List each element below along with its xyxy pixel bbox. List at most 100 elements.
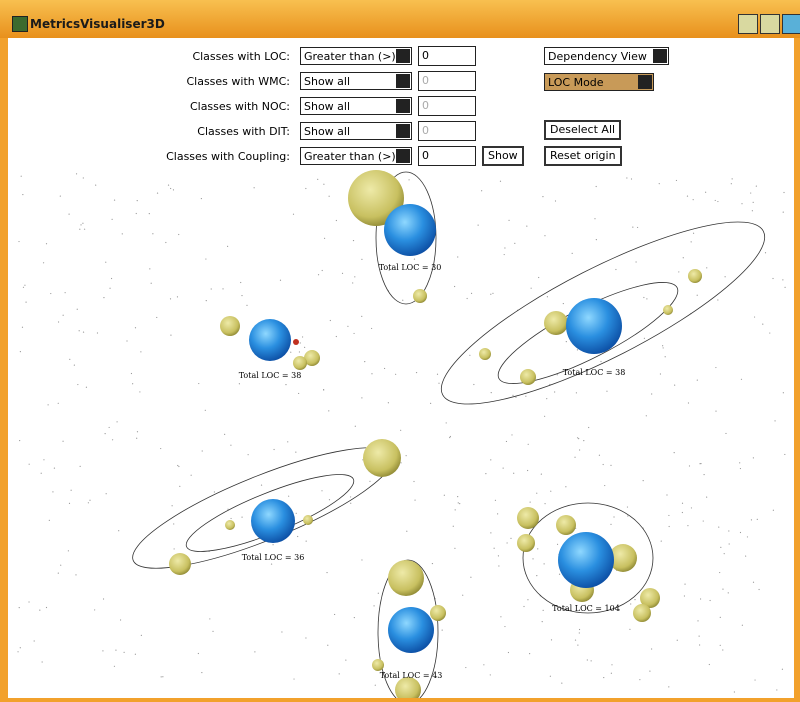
star bbox=[290, 352, 291, 353]
star bbox=[745, 555, 746, 556]
planet bbox=[249, 319, 291, 361]
filter-input[interactable]: 0 bbox=[418, 146, 476, 166]
star bbox=[248, 454, 249, 455]
star bbox=[321, 490, 322, 491]
star bbox=[500, 616, 501, 617]
star bbox=[170, 334, 171, 335]
maximize-button[interactable] bbox=[760, 14, 780, 34]
star bbox=[578, 438, 579, 439]
star bbox=[506, 542, 507, 543]
view-select[interactable]: Dependency View bbox=[544, 47, 669, 65]
star bbox=[131, 373, 132, 374]
star bbox=[557, 544, 558, 545]
star bbox=[369, 481, 370, 482]
star bbox=[594, 218, 595, 219]
filter-select[interactable]: Show all bbox=[300, 72, 412, 90]
star bbox=[136, 213, 137, 214]
filter-select[interactable]: Show all bbox=[300, 122, 412, 140]
star bbox=[498, 565, 499, 566]
moon bbox=[303, 515, 313, 525]
star bbox=[97, 332, 98, 333]
star bbox=[80, 466, 81, 467]
star bbox=[596, 186, 597, 187]
moon bbox=[363, 439, 401, 477]
star bbox=[83, 332, 84, 333]
star bbox=[293, 214, 294, 215]
star bbox=[160, 448, 161, 449]
star bbox=[651, 648, 652, 649]
minimize-button[interactable] bbox=[738, 14, 758, 34]
star bbox=[610, 524, 611, 525]
star bbox=[273, 449, 274, 450]
star bbox=[762, 324, 763, 325]
star bbox=[783, 392, 784, 393]
star bbox=[46, 243, 47, 244]
filter-select[interactable]: Show all bbox=[300, 97, 412, 115]
star bbox=[674, 385, 675, 386]
star bbox=[551, 639, 552, 640]
star bbox=[566, 341, 567, 342]
star bbox=[550, 491, 551, 492]
show-button[interactable]: Show bbox=[482, 146, 524, 166]
deselect-button[interactable]: Deselect All bbox=[544, 120, 621, 140]
star bbox=[481, 190, 482, 191]
star bbox=[722, 588, 723, 589]
star bbox=[408, 179, 409, 180]
filter-input[interactable]: 0 bbox=[418, 121, 476, 141]
star bbox=[60, 565, 61, 566]
filter-select[interactable]: Greater than (>) bbox=[300, 147, 412, 165]
star bbox=[49, 520, 50, 521]
star bbox=[414, 499, 415, 500]
star bbox=[508, 652, 509, 653]
star bbox=[69, 503, 70, 504]
filter-input[interactable]: 0 bbox=[418, 71, 476, 91]
star bbox=[720, 617, 721, 618]
moon bbox=[517, 534, 535, 552]
filter-input[interactable]: 0 bbox=[418, 96, 476, 116]
star bbox=[375, 685, 376, 686]
star bbox=[497, 513, 498, 514]
star bbox=[352, 282, 353, 283]
star bbox=[699, 463, 700, 464]
planet bbox=[384, 204, 436, 256]
star bbox=[579, 629, 580, 630]
mode-select[interactable]: LOC Mode bbox=[544, 73, 654, 91]
star bbox=[506, 441, 507, 442]
star bbox=[432, 563, 433, 564]
moon bbox=[556, 515, 576, 535]
star bbox=[728, 530, 729, 531]
close-button[interactable] bbox=[782, 14, 800, 34]
star bbox=[666, 494, 667, 495]
star bbox=[20, 351, 21, 352]
star bbox=[630, 603, 631, 604]
star bbox=[28, 601, 29, 602]
star bbox=[261, 485, 262, 486]
filter-select[interactable]: Greater than (>) bbox=[300, 47, 412, 65]
star bbox=[162, 676, 163, 677]
system-label: Total LOC = 36 bbox=[242, 553, 305, 562]
star bbox=[473, 384, 474, 385]
star bbox=[536, 493, 537, 494]
star bbox=[230, 445, 231, 446]
star bbox=[512, 395, 513, 396]
star bbox=[414, 258, 415, 259]
star bbox=[490, 674, 491, 675]
filter-input[interactable]: 0 bbox=[418, 46, 476, 66]
star bbox=[206, 300, 207, 301]
star bbox=[103, 598, 104, 599]
moon bbox=[388, 560, 424, 596]
star bbox=[629, 629, 630, 630]
star bbox=[317, 179, 318, 180]
star bbox=[660, 373, 661, 374]
moon bbox=[220, 316, 240, 336]
star bbox=[697, 380, 698, 381]
star bbox=[458, 502, 459, 503]
star bbox=[576, 392, 577, 393]
star bbox=[784, 454, 785, 455]
reset-button[interactable]: Reset origin bbox=[544, 146, 622, 166]
star bbox=[202, 450, 203, 451]
star bbox=[455, 509, 456, 510]
star bbox=[643, 297, 644, 298]
star bbox=[732, 178, 733, 179]
star bbox=[682, 503, 683, 504]
